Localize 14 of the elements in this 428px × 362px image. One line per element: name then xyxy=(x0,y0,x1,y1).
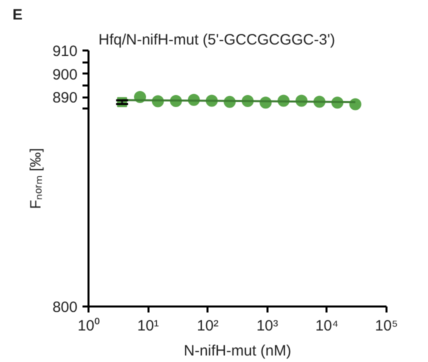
y-tick-label: 890 xyxy=(52,90,78,107)
x-tick-label: 10³ xyxy=(256,318,278,334)
y-tick-label: 900 xyxy=(52,66,78,84)
x-tick-label: 10⁴ xyxy=(315,318,338,334)
y-tick-label: 800 xyxy=(52,299,78,316)
y-tick-label: 910 xyxy=(52,43,78,60)
chart-title: Hfq/N-nifH-mut (5'-GCCGCGGC-3') xyxy=(98,32,336,48)
text: E xyxy=(12,6,23,24)
x-tick-label: 10¹ xyxy=(137,318,159,334)
x-axis-title: N-nifH-mut (nM) xyxy=(184,342,292,360)
x-tick-label: 10² xyxy=(196,318,219,334)
x-tick-label: 10⁵ xyxy=(375,318,398,334)
y-axis-title: Fₙₒᵣₘ [‰] xyxy=(27,148,44,209)
x-tick-label: 10⁰ xyxy=(78,318,100,334)
